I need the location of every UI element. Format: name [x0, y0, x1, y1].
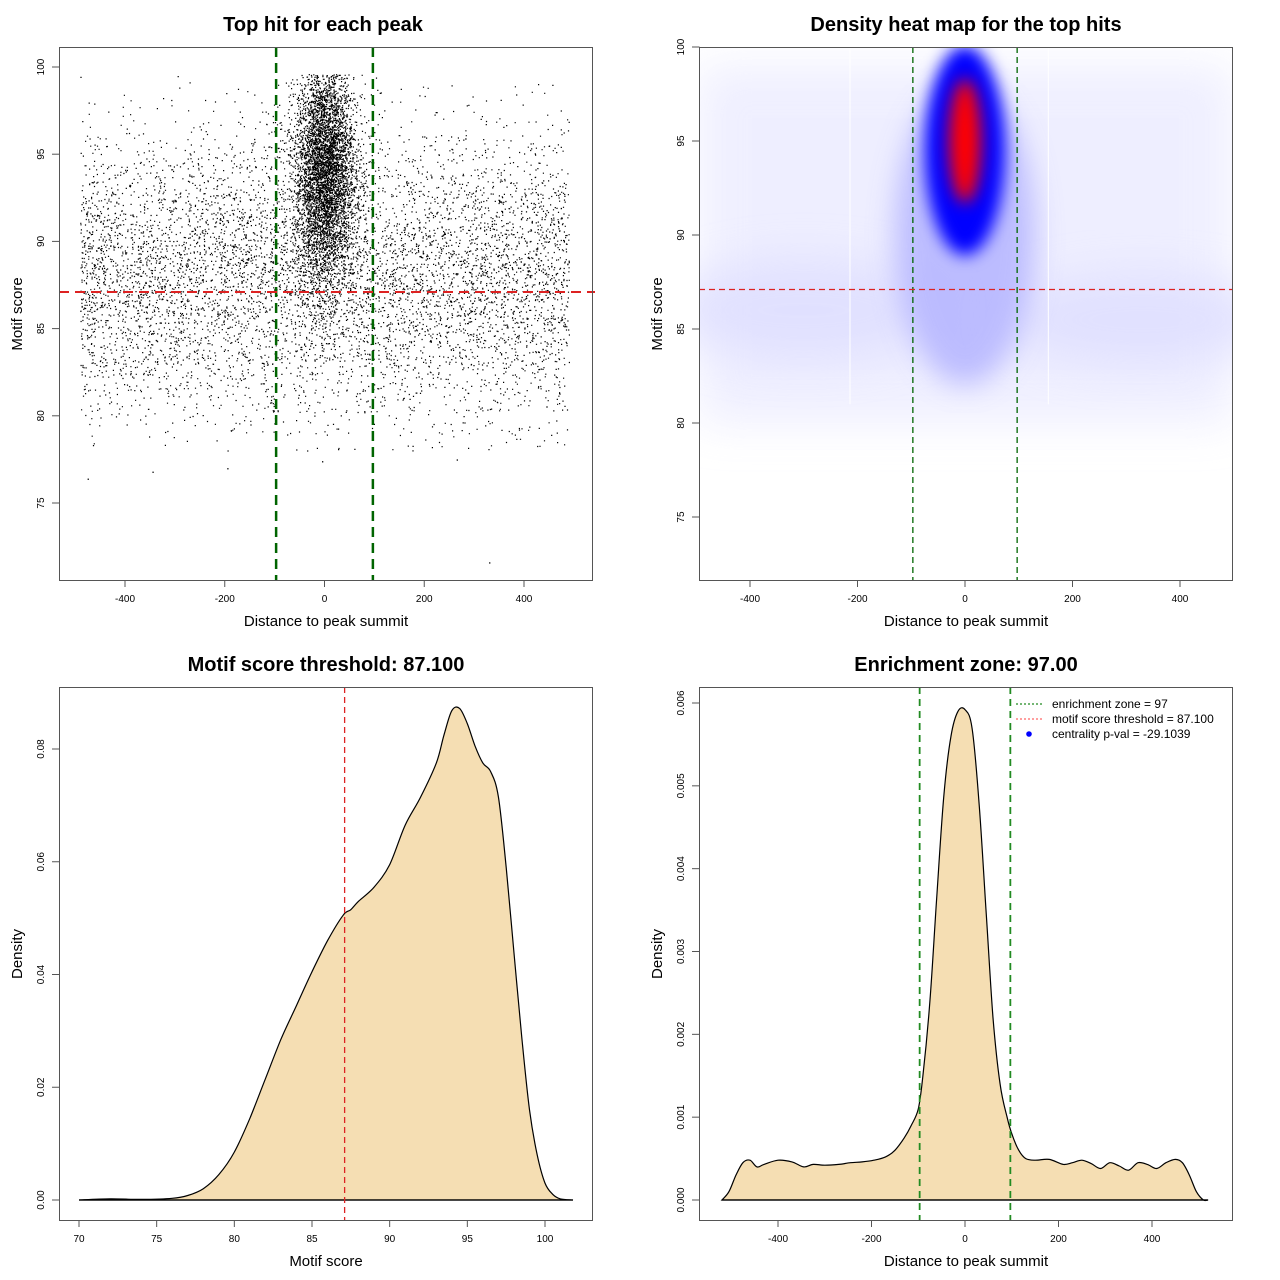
- distance-density-x-label: Distance to peak summit: [884, 1253, 1049, 1270]
- x-tick-label: 400: [1144, 1234, 1161, 1245]
- distance-density-x-axis: -400 -200 0 200 400: [768, 1220, 1161, 1245]
- scatter-x-label: Distance to peak summit: [244, 613, 409, 630]
- y-tick-label: 85: [36, 323, 47, 335]
- scatter-title: Top hit for each peak: [223, 14, 424, 36]
- panel-score-density: Motif score threshold: 87.100 70 75 80 85 90…: [9, 654, 593, 1270]
- heatmap-y-label: Motif score: [649, 277, 666, 350]
- x-tick-label: 90: [384, 1234, 396, 1245]
- x-tick-label: 70: [73, 1234, 85, 1245]
- x-tick-label: 0: [962, 594, 968, 605]
- x-tick-label: -200: [861, 1234, 881, 1245]
- heatmap-density-field: [699, 47, 1232, 580]
- x-tick-label: 400: [1172, 594, 1189, 605]
- y-tick-label: 0.04: [36, 964, 47, 984]
- y-tick-label: 0.001: [676, 1104, 687, 1129]
- scatter-y-label: Motif score: [9, 277, 26, 350]
- y-tick-label: 0.08: [36, 739, 47, 759]
- y-tick-label: 0.004: [676, 856, 687, 881]
- distance-density-plot-frame: [699, 687, 1233, 1221]
- scatter-points: [80, 74, 570, 564]
- score-density-y-axis: 0.00 0.02 0.04 0.06 0.08: [36, 739, 60, 1210]
- x-tick-label: -400: [768, 1234, 788, 1245]
- y-tick-label: 95: [676, 135, 687, 147]
- scatter-plot-frame: [59, 47, 593, 581]
- heatmap-red-hotspot: [949, 79, 981, 203]
- x-tick-label: 95: [462, 1234, 474, 1245]
- legend-threshold-label: motif score threshold = 87.100: [1052, 712, 1214, 726]
- y-tick-label: 90: [36, 235, 47, 247]
- legend-centrality-symbol: [1026, 731, 1032, 737]
- scatter-point: [456, 459, 458, 461]
- y-tick-label: 100: [676, 38, 687, 55]
- x-tick-label: 200: [416, 594, 433, 605]
- y-tick-label: 100: [36, 58, 47, 75]
- scatter-point: [322, 461, 324, 463]
- y-tick-label: 80: [676, 417, 687, 429]
- x-tick-label: -400: [115, 594, 135, 605]
- panel-heatmap: Density heat map for the top hits -400 -2…: [649, 14, 1233, 630]
- scatter-point: [87, 478, 89, 480]
- score-density-plot-frame: [59, 687, 593, 1221]
- y-tick-label: 75: [676, 511, 687, 523]
- score-density-x-axis: 70 75 80 85 90 95 100: [73, 1220, 554, 1245]
- heatmap-x-label: Distance to peak summit: [884, 613, 1049, 630]
- y-tick-label: 0.00: [36, 1190, 47, 1210]
- scatter-reference-lines: [59, 47, 595, 580]
- scatter-point: [489, 562, 491, 564]
- scatter-point: [227, 468, 229, 470]
- y-tick-label: 0.02: [36, 1077, 47, 1097]
- heatmap-density-blob: [699, 260, 944, 361]
- heatmap-density-blob: [1002, 274, 1232, 365]
- score-density-x-label: Motif score: [289, 1253, 362, 1270]
- y-tick-label: 0.005: [676, 773, 687, 798]
- panel-distance-density: Enrichment zone: 97.00 -400 -200 0 200 400 0…: [649, 654, 1233, 1270]
- heatmap-y-axis: 75 80 85 90 95 100: [676, 38, 700, 523]
- x-tick-label: 200: [1064, 594, 1081, 605]
- x-tick-label: -200: [847, 594, 867, 605]
- y-tick-label: 0.006: [676, 690, 687, 715]
- heatmap-reference-lines: [699, 47, 1232, 580]
- x-tick-label: -200: [215, 594, 235, 605]
- y-tick-label: 90: [676, 229, 687, 241]
- x-tick-label: 0: [962, 1234, 968, 1245]
- legend-enrichment-zone-label: enrichment zone = 97: [1052, 697, 1168, 711]
- y-tick-label: 80: [36, 410, 47, 422]
- scatter-point-cloud: [80, 74, 570, 452]
- x-tick-label: 200: [1050, 1234, 1067, 1245]
- y-tick-label: 0.06: [36, 852, 47, 872]
- distance-density-area: [720, 707, 1209, 1202]
- distance-density-y-axis: 0.000 0.001 0.002 0.003 0.004 0.005 0.006: [676, 690, 700, 1213]
- heatmap-plot-frame: [699, 47, 1233, 581]
- x-tick-label: 75: [151, 1234, 163, 1245]
- score-density-title: Motif score threshold: 87.100: [188, 654, 465, 676]
- distance-density-title: Enrichment zone: 97.00: [854, 654, 1077, 676]
- y-tick-label: 0.000: [676, 1187, 687, 1212]
- y-tick-label: 0.002: [676, 1021, 687, 1046]
- x-tick-label: 85: [306, 1234, 318, 1245]
- scatter-point: [152, 471, 154, 473]
- scatter-y-axis: 75 80 85 90 95 100: [36, 58, 60, 509]
- y-tick-label: 85: [676, 323, 687, 335]
- y-tick-label: 0.003: [676, 939, 687, 964]
- x-tick-label: -400: [740, 594, 760, 605]
- heatmap-title: Density heat map for the top hits: [810, 14, 1121, 36]
- heatmap-x-axis: -400 -200 0 200 400: [740, 580, 1189, 605]
- y-tick-label: 95: [36, 148, 47, 160]
- panel-scatter: Top hit for each peak -400 -200 0 200 400 75…: [9, 14, 595, 630]
- enrichment-zone-lines: [918, 687, 1012, 1220]
- score-density-y-label: Density: [9, 928, 26, 979]
- x-tick-label: 80: [229, 1234, 241, 1245]
- x-tick-label: 0: [322, 594, 328, 605]
- score-density-area: [78, 706, 574, 1201]
- legend-centrality-label: centrality p-val = -29.1039: [1052, 727, 1191, 741]
- distance-density-y-label: Density: [649, 928, 666, 979]
- distance-density-legend: enrichment zone = 97 motif score thresho…: [1016, 697, 1214, 741]
- scatter-x-axis: -400 -200 0 200 400: [115, 580, 533, 605]
- x-tick-label: 100: [537, 1234, 554, 1245]
- x-tick-label: 400: [516, 594, 533, 605]
- y-tick-label: 75: [36, 497, 47, 509]
